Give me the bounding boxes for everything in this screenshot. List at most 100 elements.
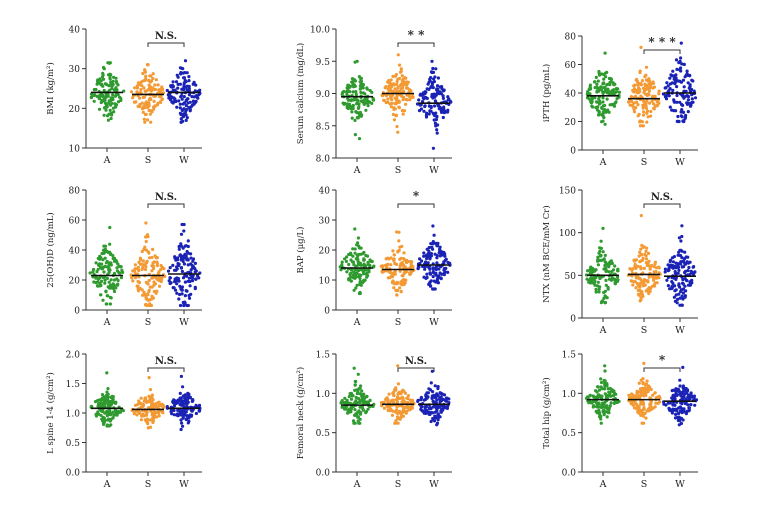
- data-point: [182, 229, 186, 233]
- data-point: [177, 244, 181, 249]
- data-point: [147, 108, 151, 113]
- data-point: [657, 265, 661, 269]
- data-point: [592, 281, 596, 285]
- data-point: [102, 244, 106, 248]
- data-point: [675, 389, 679, 393]
- data-point: [605, 415, 609, 419]
- data-point: [101, 248, 106, 252]
- data-point: [597, 290, 601, 294]
- data-point: [401, 408, 405, 412]
- data-point: [430, 396, 434, 400]
- data-point: [136, 284, 140, 288]
- data-point: [340, 92, 344, 96]
- significance-label: *: [413, 189, 420, 203]
- data-point: [671, 408, 676, 413]
- data-point: [644, 73, 648, 77]
- y-tick-label: 20: [69, 277, 81, 287]
- data-point: [436, 279, 440, 284]
- data-point: [100, 98, 104, 102]
- data-point: [354, 395, 358, 400]
- data-point: [99, 82, 103, 86]
- data-point: [140, 267, 144, 271]
- data-point: [356, 106, 360, 110]
- data-point: [114, 76, 118, 80]
- data-point: [167, 96, 171, 100]
- data-point: [397, 230, 401, 234]
- data-point: [145, 420, 149, 424]
- data-point: [428, 281, 432, 285]
- data-point: [439, 398, 443, 403]
- data-point: [364, 108, 368, 112]
- data-point: [673, 271, 678, 275]
- data-point: [119, 98, 123, 102]
- data-point: [159, 263, 163, 268]
- data-point: [395, 82, 399, 87]
- data-point: [640, 386, 645, 390]
- data-point: [143, 78, 147, 82]
- data-point: [603, 405, 607, 409]
- data-point: [346, 98, 351, 102]
- data-point: [647, 409, 651, 413]
- data-point: [603, 122, 607, 126]
- data-point: [356, 116, 360, 120]
- data-point: [686, 98, 691, 102]
- data-point: [384, 85, 388, 89]
- data-point: [438, 415, 442, 419]
- data-point: [431, 66, 435, 71]
- data-point: [638, 292, 643, 296]
- data-point: [364, 395, 368, 399]
- data-point: [357, 244, 361, 248]
- data-point: [151, 420, 155, 425]
- data-point: [178, 111, 182, 115]
- series-A: [89, 61, 126, 122]
- data-point: [184, 118, 188, 122]
- data-point: [183, 59, 188, 63]
- series-A: [584, 364, 621, 425]
- data-point: [599, 421, 603, 425]
- data-point: [190, 279, 195, 283]
- data-point: [424, 411, 428, 415]
- data-point: [194, 411, 198, 416]
- data-point: [136, 279, 140, 284]
- data-point: [647, 89, 652, 93]
- data-point: [612, 91, 616, 95]
- data-point: [104, 108, 108, 112]
- data-point: [657, 101, 661, 105]
- data-point: [130, 276, 134, 280]
- data-point: [641, 294, 645, 298]
- data-point: [150, 400, 154, 404]
- data-point: [402, 389, 406, 393]
- data-point: [198, 88, 202, 92]
- data-point: [120, 268, 124, 272]
- data-point: [603, 85, 607, 89]
- data-point: [96, 267, 100, 271]
- data-point: [639, 45, 643, 50]
- data-point: [447, 401, 451, 405]
- data-point: [393, 101, 397, 105]
- data-point: [409, 89, 413, 93]
- data-point: [176, 408, 180, 412]
- data-point: [640, 389, 644, 393]
- data-point: [356, 419, 360, 423]
- data-point: [88, 271, 92, 275]
- data-point: [152, 99, 156, 103]
- data-point: [441, 89, 446, 93]
- data-point: [441, 115, 445, 120]
- data-point: [638, 283, 642, 287]
- data-point: [109, 395, 113, 399]
- y-tick-label: 20: [69, 105, 81, 115]
- significance-label: N.S.: [155, 356, 177, 367]
- data-point: [614, 392, 618, 396]
- data-point: [101, 71, 105, 75]
- data-point: [112, 110, 116, 114]
- data-point: [180, 292, 184, 296]
- data-point: [350, 110, 354, 114]
- data-point: [144, 296, 148, 300]
- data-point: [642, 110, 646, 114]
- data-point: [643, 390, 647, 395]
- data-point: [396, 100, 400, 105]
- data-point: [354, 388, 359, 392]
- significance-bracket: [643, 49, 681, 54]
- data-point: [108, 72, 112, 76]
